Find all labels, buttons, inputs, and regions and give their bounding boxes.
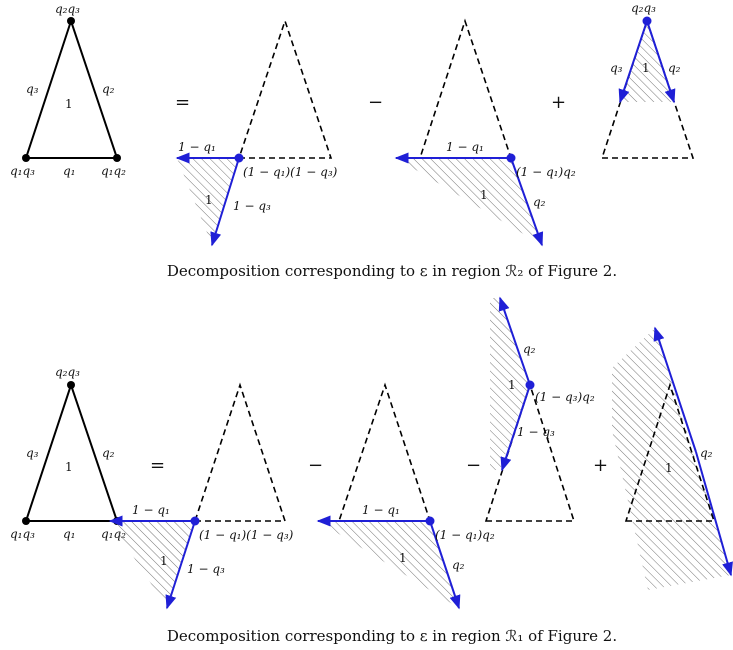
apex-label-product: (1 − q₁)q₂ <box>516 165 576 179</box>
bottom-cone-right-vertex: 1 − q₁ (1 − q₁)q₂ 1 q₂ <box>316 382 495 610</box>
bottom-cone-left-vertex: 1 − q₁ (1 − q₁)(1 − q₃) 1 1 − q₃ <box>108 382 294 610</box>
cone-hatch <box>177 158 239 245</box>
equals-sign: = <box>175 92 190 113</box>
edge-label-q3: q₃ <box>26 446 39 460</box>
apex-label-product: (1 − q₁)(1 − q₃) <box>199 528 294 542</box>
area-label-one: 1 <box>508 378 516 392</box>
bottom-triangle-hatched <box>24 381 119 522</box>
halfplane-hatch <box>612 328 731 590</box>
ray-label-q2: q₂ <box>533 195 546 209</box>
minus-sign: − <box>368 92 383 113</box>
top-full-triangle: q₂q₃ q₃ q₂ 1 q₁q₃ q₁ q₁q₂ <box>10 2 126 178</box>
ray-label-one-minus-q3: 1 − q₃ <box>517 425 555 439</box>
vertex-label-q2q3: q₂q₃ <box>55 2 80 16</box>
bottom-line-on-edge: q₂ 1 (1 − q₃)q₂ 1 − q₃ <box>484 296 595 522</box>
area-label-one: 1 <box>642 61 650 75</box>
vertex-label-q1q3: q₁q₃ <box>10 164 35 178</box>
ray-label-one-minus-q3: 1 − q₃ <box>233 199 271 213</box>
edge-label-q2: q₂ <box>102 446 115 460</box>
bottom-row: q₂q₃ q₃ q₂ 1 q₁q₃ q₁ q₁q₂ = 1 − q₁ (1 − … <box>10 296 733 610</box>
ray-arrow <box>510 157 544 247</box>
area-label-one: 1 <box>65 97 73 111</box>
cone-apex-dot <box>425 516 435 526</box>
halfplane-hatch <box>490 298 530 470</box>
apex-label-product: (1 − q₃)q₂ <box>535 390 595 404</box>
vertex-dot <box>113 154 121 162</box>
vertex-label-q1q2: q₁q₂ <box>101 164 126 178</box>
edge-label-q2: q₂ <box>102 82 115 96</box>
area-label-one: 1 <box>480 188 488 202</box>
apex-label-product: (1 − q₁)(1 − q₃) <box>243 165 338 179</box>
ray-label-q3: q₃ <box>610 61 623 75</box>
ray-arrow <box>653 326 697 453</box>
cone-hatch <box>620 21 674 102</box>
area-label-one: 1 <box>399 551 407 565</box>
ray-label-one-minus-q1: 1 − q₁ <box>178 140 216 154</box>
vertex-label-q2q3: q₂q₃ <box>55 365 80 379</box>
area-label-one: 1 <box>160 554 168 568</box>
edge-label-q1: q₁ <box>63 527 76 541</box>
ray-label-one-minus-q1: 1 − q₁ <box>362 503 400 517</box>
cone-hatch <box>318 521 459 608</box>
cone-apex-dot <box>234 153 244 163</box>
vertex-dot <box>67 17 75 25</box>
bottom-full-triangle: q₂q₃ q₃ q₂ 1 q₁q₃ q₁ q₁q₂ <box>10 365 126 541</box>
area-label-one: 1 <box>205 193 213 207</box>
ray-label-q2: q₂ <box>452 558 465 572</box>
ray-arrow <box>646 20 676 104</box>
bottom-halfplane: 1 q₂ <box>612 326 733 590</box>
area-label-one: 1 <box>665 461 673 475</box>
edge-label-q1: q₁ <box>63 164 76 178</box>
ray-label-one-minus-q1: 1 − q₁ <box>132 503 170 517</box>
top-cone-top-vertex: q₂q₃ q₃ 1 q₂ <box>600 1 695 159</box>
vertex-dot <box>67 381 75 389</box>
ray-arrow <box>498 296 531 386</box>
dashed-triangle <box>237 18 333 159</box>
apex-label-product: (1 − q₁)q₂ <box>435 528 495 542</box>
cone-hatch <box>110 521 195 608</box>
dashed-triangle <box>624 382 716 522</box>
top-row: q₂q₃ q₃ q₂ 1 q₁q₃ q₁ q₁q₂ = 1 − q₁ (1 − … <box>10 1 695 247</box>
cone-hatch <box>396 158 542 245</box>
top-cone-right-vertex: 1 − q₁ (1 − q₁)q₂ 1 q₂ <box>394 18 576 247</box>
caption-region-r2: Decomposition corresponding to ε in regi… <box>167 262 617 280</box>
ray-arrow <box>210 157 240 247</box>
edge-label-q3: q₃ <box>26 82 39 96</box>
line-label-q2: q₂ <box>700 446 713 460</box>
ray-arrow <box>429 520 461 610</box>
vertex-dot <box>22 517 30 525</box>
cone-apex-dot <box>506 153 516 163</box>
ray-arrow <box>618 20 648 104</box>
dashed-triangle <box>418 18 513 159</box>
ray-label-one-minus-q1: 1 − q₁ <box>446 140 484 154</box>
ray-arrow <box>500 384 531 472</box>
minus-sign: − <box>308 455 323 476</box>
vertex-dot <box>22 154 30 162</box>
ray-label-q2: q₂ <box>668 61 681 75</box>
top-cone-left-vertex: 1 − q₁ (1 − q₁)(1 − q₃) 1 1 − q₃ <box>175 18 338 247</box>
cone-apex-dot <box>642 16 652 26</box>
ray-label-one-minus-q3: 1 − q₃ <box>187 562 225 576</box>
cone-apex-dot <box>525 380 535 390</box>
plus-sign: + <box>551 92 566 113</box>
ray-label-q2: q₂ <box>523 342 536 356</box>
ray-arrow <box>695 451 733 577</box>
apex-label-q2q3: q₂q₃ <box>631 1 656 15</box>
dashed-triangle <box>193 382 287 522</box>
top-triangle-hatched <box>24 17 119 159</box>
caption-region-r1: Decomposition corresponding to ε in regi… <box>167 627 617 645</box>
area-label-one: 1 <box>65 460 73 474</box>
cone-apex-dot <box>190 516 200 526</box>
minus-sign: − <box>466 455 481 476</box>
plus-sign: + <box>593 455 608 476</box>
ray-arrow <box>165 520 196 610</box>
vertex-label-q1q3: q₁q₃ <box>10 527 35 541</box>
equals-sign: = <box>150 455 165 476</box>
dashed-triangle <box>337 382 432 522</box>
